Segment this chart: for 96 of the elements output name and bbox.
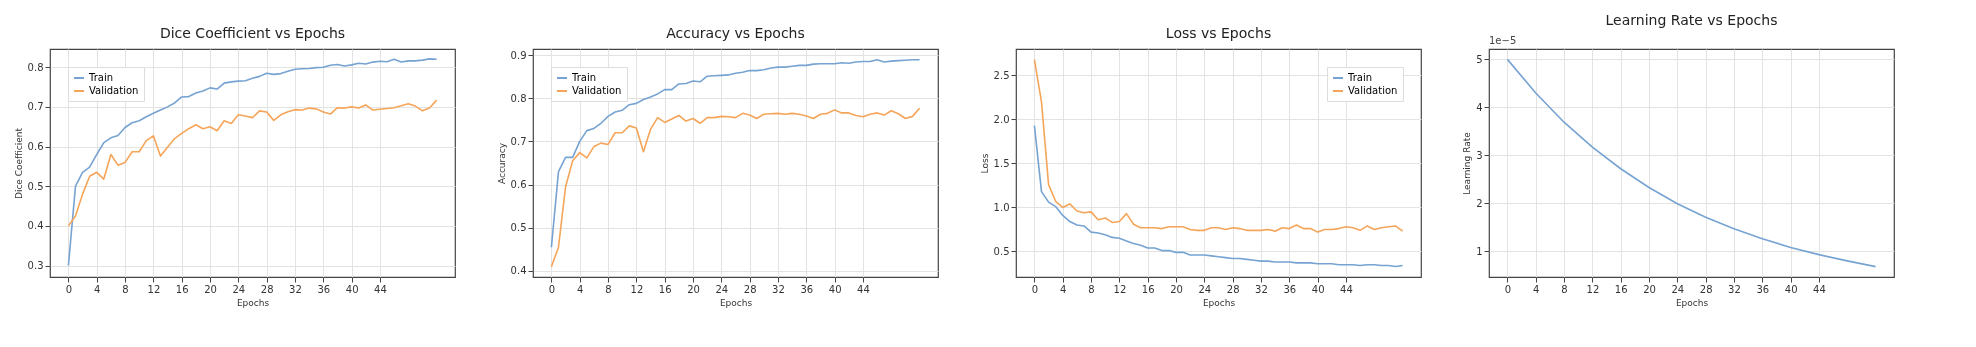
legend-label: Validation bbox=[89, 85, 139, 96]
x-tick-label: 20 bbox=[1170, 283, 1183, 295]
x-tick-label: 16 bbox=[658, 283, 672, 295]
y-tick-label: 1.5 bbox=[993, 157, 1010, 169]
x-tick-label: 36 bbox=[1756, 283, 1770, 295]
x-tick-label: 28 bbox=[1226, 283, 1240, 295]
x-tick-label: 12 bbox=[630, 283, 644, 295]
y-tick-label: 0.8 bbox=[27, 61, 44, 73]
y-tick-label: 3 bbox=[1476, 149, 1483, 161]
x-tick-label: 44 bbox=[1813, 283, 1826, 295]
line-series bbox=[67, 58, 438, 267]
line-series bbox=[550, 107, 921, 268]
x-tick-label: 4 bbox=[1533, 283, 1540, 295]
x-tick-label: 16 bbox=[175, 283, 189, 295]
x-tick-label: 24 bbox=[715, 283, 729, 295]
x-tick-label: 0 bbox=[548, 283, 556, 295]
x-tick-label: 36 bbox=[1283, 283, 1297, 295]
x-tick-label: 8 bbox=[605, 283, 612, 295]
x-axis-title: Epochs bbox=[236, 297, 270, 308]
x-tick-label: 0 bbox=[1504, 283, 1512, 295]
x-tick-label: 16 bbox=[1614, 283, 1628, 295]
x-tick-label: 0 bbox=[65, 283, 73, 295]
y-tick-label: 2 bbox=[1476, 197, 1483, 209]
y-tick-label: 0.5 bbox=[510, 222, 527, 234]
y-axis-title: Dice Coefficient bbox=[13, 127, 24, 200]
x-axis-title: Epochs bbox=[719, 297, 753, 308]
y-tick-label: 2.5 bbox=[993, 69, 1010, 81]
y-tick-label: 0.7 bbox=[27, 101, 44, 113]
chart-title: Learning Rate vs Epochs bbox=[1605, 12, 1778, 28]
x-tick-label: 24 bbox=[232, 283, 246, 295]
x-tick-label: 8 bbox=[1561, 283, 1568, 295]
x-tick-label: 28 bbox=[743, 283, 757, 295]
y-tick-label: 2.0 bbox=[993, 113, 1010, 125]
y-tick-label: 0.8 bbox=[510, 92, 527, 104]
y-tick-label: 0.7 bbox=[510, 135, 527, 147]
legend-label: Train bbox=[571, 72, 596, 83]
x-tick-label: 36 bbox=[800, 283, 814, 295]
y-axis-title: Learning Rate bbox=[1462, 131, 1473, 195]
y-tick-label: 4 bbox=[1476, 101, 1483, 113]
y-axis-title: Accuracy bbox=[496, 142, 507, 185]
x-tick-label: 40 bbox=[1784, 283, 1798, 295]
x-tick-label: 12 bbox=[1113, 283, 1127, 295]
x-tick-label: 44 bbox=[1340, 283, 1353, 295]
line-series bbox=[1033, 58, 1404, 233]
line-series bbox=[1033, 124, 1404, 268]
x-tick-label: 28 bbox=[260, 283, 274, 295]
chart-title: Loss vs Epochs bbox=[1165, 25, 1272, 41]
x-tick-label: 8 bbox=[122, 283, 129, 295]
x-axis-title: Epochs bbox=[1675, 297, 1709, 308]
x-tick-label: 44 bbox=[857, 283, 870, 295]
x-tick-label: 24 bbox=[1198, 283, 1212, 295]
text: 1e−5 bbox=[1489, 35, 1517, 46]
line-series bbox=[67, 99, 438, 227]
x-tick-label: 4 bbox=[577, 283, 584, 295]
x-tick-label: 32 bbox=[1255, 283, 1268, 295]
y-tick-label: 0.3 bbox=[27, 260, 44, 271]
x-tick-label: 28 bbox=[1699, 283, 1713, 295]
x-tick-label: 20 bbox=[687, 283, 700, 295]
y-tick-label: 0.6 bbox=[27, 141, 44, 153]
x-tick-label: 12 bbox=[147, 283, 161, 295]
y-tick-label: 0.4 bbox=[510, 265, 527, 277]
y-tick-label: 0.9 bbox=[510, 49, 527, 61]
x-tick-label: 40 bbox=[1311, 283, 1325, 295]
legend-label: Validation bbox=[1348, 85, 1398, 96]
x-tick-label: 12 bbox=[1586, 283, 1600, 295]
legend-label: Train bbox=[1347, 72, 1372, 83]
line-series bbox=[1506, 58, 1877, 268]
x-tick-label: 4 bbox=[94, 283, 101, 295]
x-tick-label: 20 bbox=[1643, 283, 1656, 295]
x-tick-label: 20 bbox=[204, 283, 217, 295]
y-tick-label: 1 bbox=[1476, 245, 1483, 257]
line-series bbox=[550, 59, 921, 249]
legend-label: Train bbox=[88, 72, 113, 83]
chart-title: Dice Coefficient vs Epochs bbox=[159, 25, 346, 41]
chart-title: Accuracy vs Epochs bbox=[666, 25, 805, 41]
x-tick-label: 32 bbox=[289, 283, 302, 295]
x-tick-label: 36 bbox=[317, 283, 331, 295]
y-axis-title: Loss bbox=[979, 153, 990, 174]
y-tick-label: 1.0 bbox=[993, 201, 1010, 213]
y-tick-label: 0.5 bbox=[993, 245, 1010, 257]
x-tick-label: 24 bbox=[1671, 283, 1685, 295]
x-tick-label: 8 bbox=[1088, 283, 1095, 295]
x-tick-label: 16 bbox=[1141, 283, 1155, 295]
x-tick-label: 4 bbox=[1060, 283, 1067, 295]
x-tick-label: 32 bbox=[772, 283, 785, 295]
x-axis-title: Epochs bbox=[1202, 297, 1236, 308]
x-tick-label: 32 bbox=[1728, 283, 1741, 295]
y-tick-label: 0.6 bbox=[510, 179, 527, 191]
y-tick-label: 0.4 bbox=[27, 220, 44, 232]
y-tick-label: 0.5 bbox=[27, 180, 44, 192]
legend-label: Validation bbox=[572, 85, 622, 96]
x-tick-label: 44 bbox=[374, 283, 387, 295]
y-tick-label: 5 bbox=[1476, 53, 1483, 65]
x-tick-label: 40 bbox=[345, 283, 359, 295]
x-tick-label: 40 bbox=[828, 283, 842, 295]
x-tick-label: 0 bbox=[1031, 283, 1039, 295]
